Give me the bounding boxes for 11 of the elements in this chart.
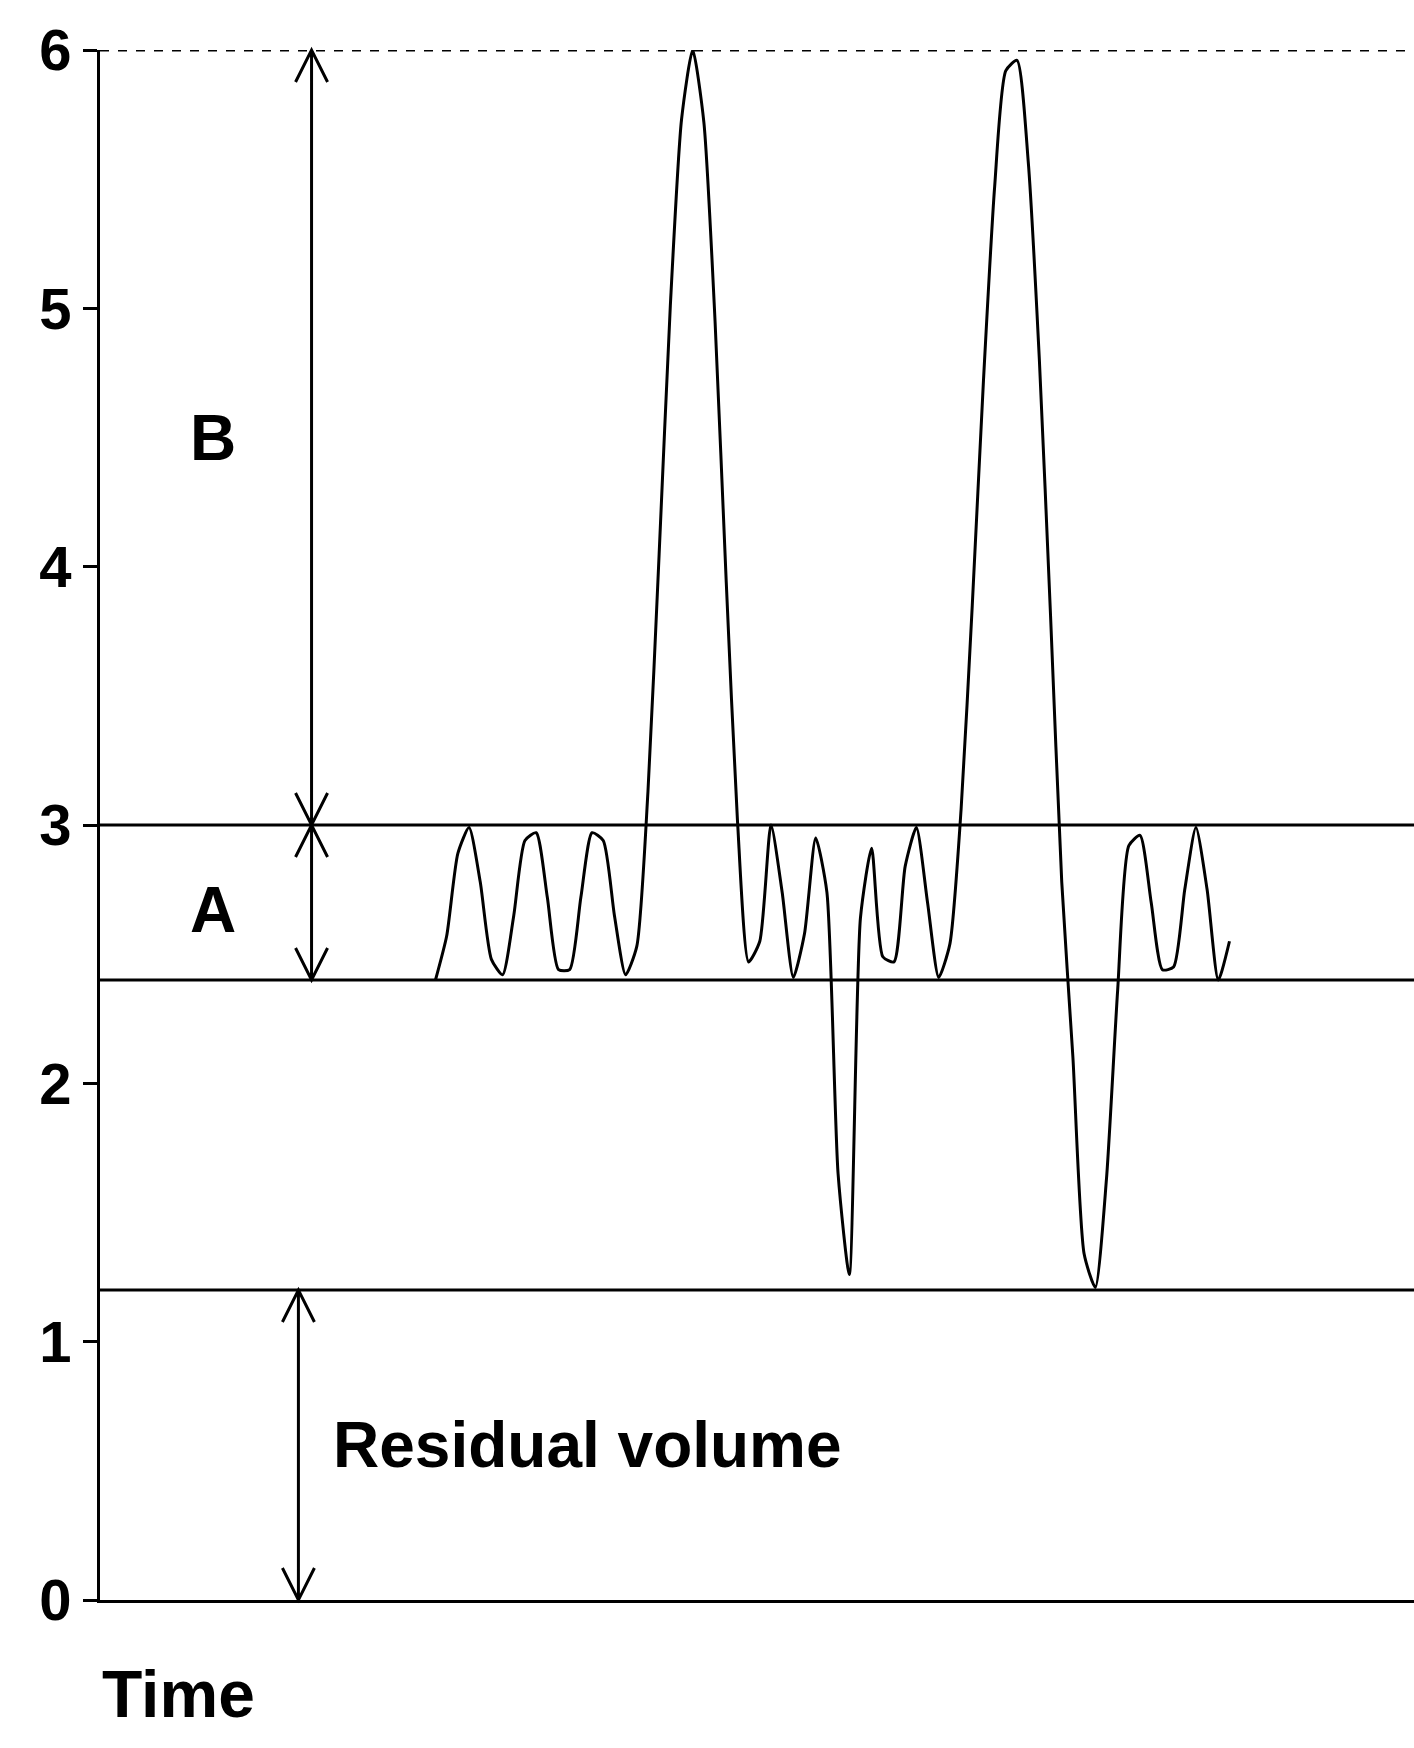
annotation: B <box>190 402 237 474</box>
y-tick-label: 5 <box>39 275 72 341</box>
y-tick-label: 6 <box>39 17 72 83</box>
y-tick-label: 3 <box>39 792 72 858</box>
y-tick-label: 1 <box>39 1308 72 1374</box>
y-tick-label: 2 <box>39 1050 72 1116</box>
annotation: A <box>190 874 237 946</box>
x-axis-title: Time <box>102 1657 255 1731</box>
y-tick-label: 4 <box>39 533 72 599</box>
annotation: Residual volume <box>333 1409 842 1481</box>
y-tick-label: 0 <box>39 1567 72 1633</box>
